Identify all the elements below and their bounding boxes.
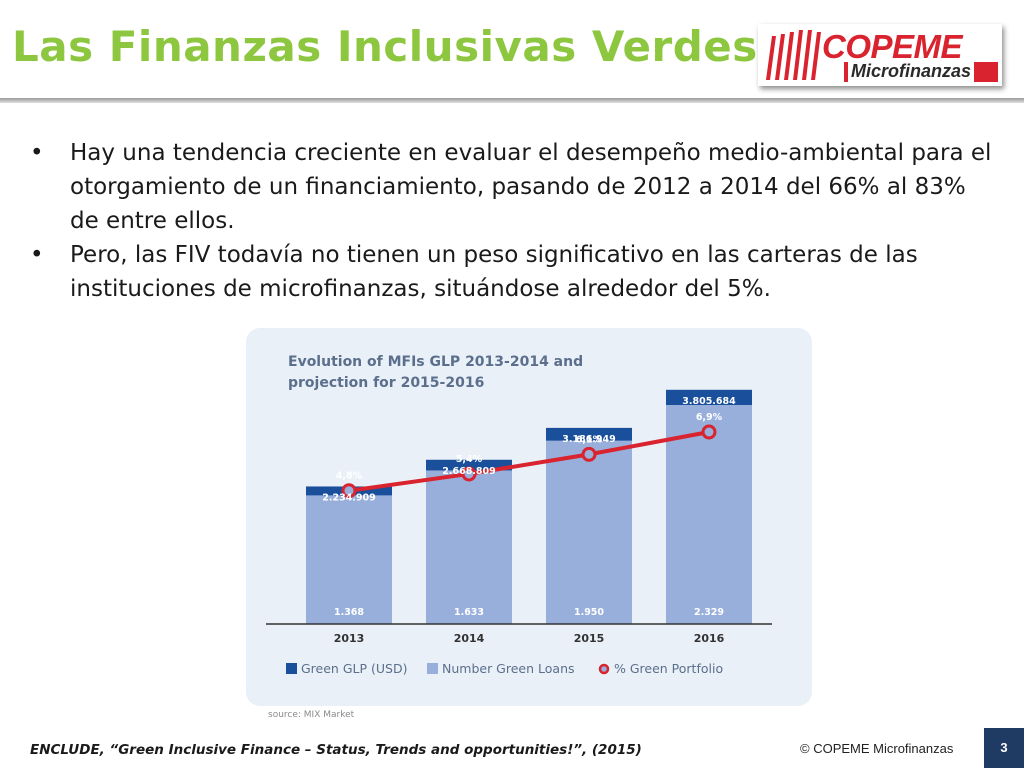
legend-swatch-glp: [286, 663, 297, 674]
green-portfolio-point: [341, 483, 357, 499]
green-loans-value-label: 1.950: [574, 607, 604, 618]
chart-line: [341, 424, 717, 499]
x-tick-label: 2015: [574, 632, 605, 645]
logo-stripes-icon: [766, 30, 821, 80]
green-portfolio-label: 4,8%: [336, 471, 363, 482]
glp-value-label: 2.234.909: [322, 492, 376, 503]
chart-bars: [266, 389, 772, 625]
legend-label-loans: Number Green Loans: [442, 661, 575, 676]
bullet-text: Hay una tendencia creciente en evaluar e…: [70, 140, 992, 234]
chart-source: source: MIX Market: [268, 710, 355, 720]
bullet-item: • Pero, las FIV todavía no tienen un pes…: [30, 238, 1000, 306]
glp-value-label: 3.805.684: [682, 396, 736, 407]
x-tick-label: 2013: [334, 632, 365, 645]
logo-subtitle-band: Microfinanzas: [844, 61, 998, 82]
green-portfolio-line: [348, 430, 710, 493]
green-loans-bar: [426, 470, 512, 624]
chart-legend: Green GLP (USD) Number Green Loans % Green…: [286, 661, 723, 676]
legend-label-glp: Green GLP (USD): [301, 661, 407, 676]
green-loans-value-label: 1.633: [454, 607, 484, 618]
chart-labels: 2.234.909 1.368 2013 2.668.809 1.633 2014 3.18…: [322, 396, 736, 645]
bullet-marker: •: [30, 242, 44, 268]
x-tick-label: 2016: [694, 632, 725, 645]
green-loans-value-label: 1.368: [334, 607, 364, 618]
bullet-item: • Hay una tendencia creciente en evaluar…: [30, 136, 1000, 238]
green-loans-value-label: 2.329: [694, 607, 724, 618]
green-portfolio-point: [701, 424, 717, 440]
green-loans-bar: [546, 440, 632, 624]
glp-value-label: 2.668.809: [442, 466, 496, 477]
chart-title-line-2: projection for 2015-2016: [288, 375, 484, 391]
page-number: 3: [984, 728, 1024, 768]
green-portfolio-label: 6,9%: [696, 412, 723, 423]
green-loans-bar: [666, 405, 752, 624]
green-portfolio-point: [461, 466, 477, 482]
x-tick-label: 2014: [454, 632, 485, 645]
logo-name: COPEME: [822, 28, 963, 65]
bullet-marker: •: [30, 140, 44, 166]
chart-panel: Evolution of MFIs GLP 2013-2014 and proj…: [246, 328, 812, 706]
green-portfolio-label: 5,4%: [456, 454, 483, 465]
legend-label-portfolio: % Green Portfolio: [614, 661, 723, 676]
title-divider: [0, 98, 1024, 103]
bullet-list: • Hay una tendencia creciente en evaluar…: [30, 136, 1000, 306]
slide-title: Las Finanzas Inclusivas Verdes: [12, 22, 758, 71]
logo-subtitle: Microfinanzas: [848, 61, 975, 82]
green-portfolio-point: [581, 446, 597, 462]
chart-title-line-1: Evolution of MFIs GLP 2013-2014 and: [288, 354, 583, 370]
green-glp-chart: Evolution of MFIs GLP 2013-2014 and proj…: [266, 354, 772, 676]
bullet-text: Pero, las FIV todavía no tienen un peso …: [70, 242, 918, 302]
green-portfolio-label: 6,1%: [576, 434, 603, 445]
copyright: © COPEME Microfinanzas: [800, 741, 954, 756]
copeme-logo: COPEME Microfinanzas: [758, 24, 1002, 86]
citation: ENCLUDE, “Green Inclusive Finance – Stat…: [30, 742, 642, 758]
legend-swatch-loans: [427, 663, 438, 674]
green-loans-bar: [306, 495, 392, 624]
glp-value-label: 3.186.949: [562, 434, 616, 445]
legend-swatch-portfolio: [598, 663, 610, 675]
